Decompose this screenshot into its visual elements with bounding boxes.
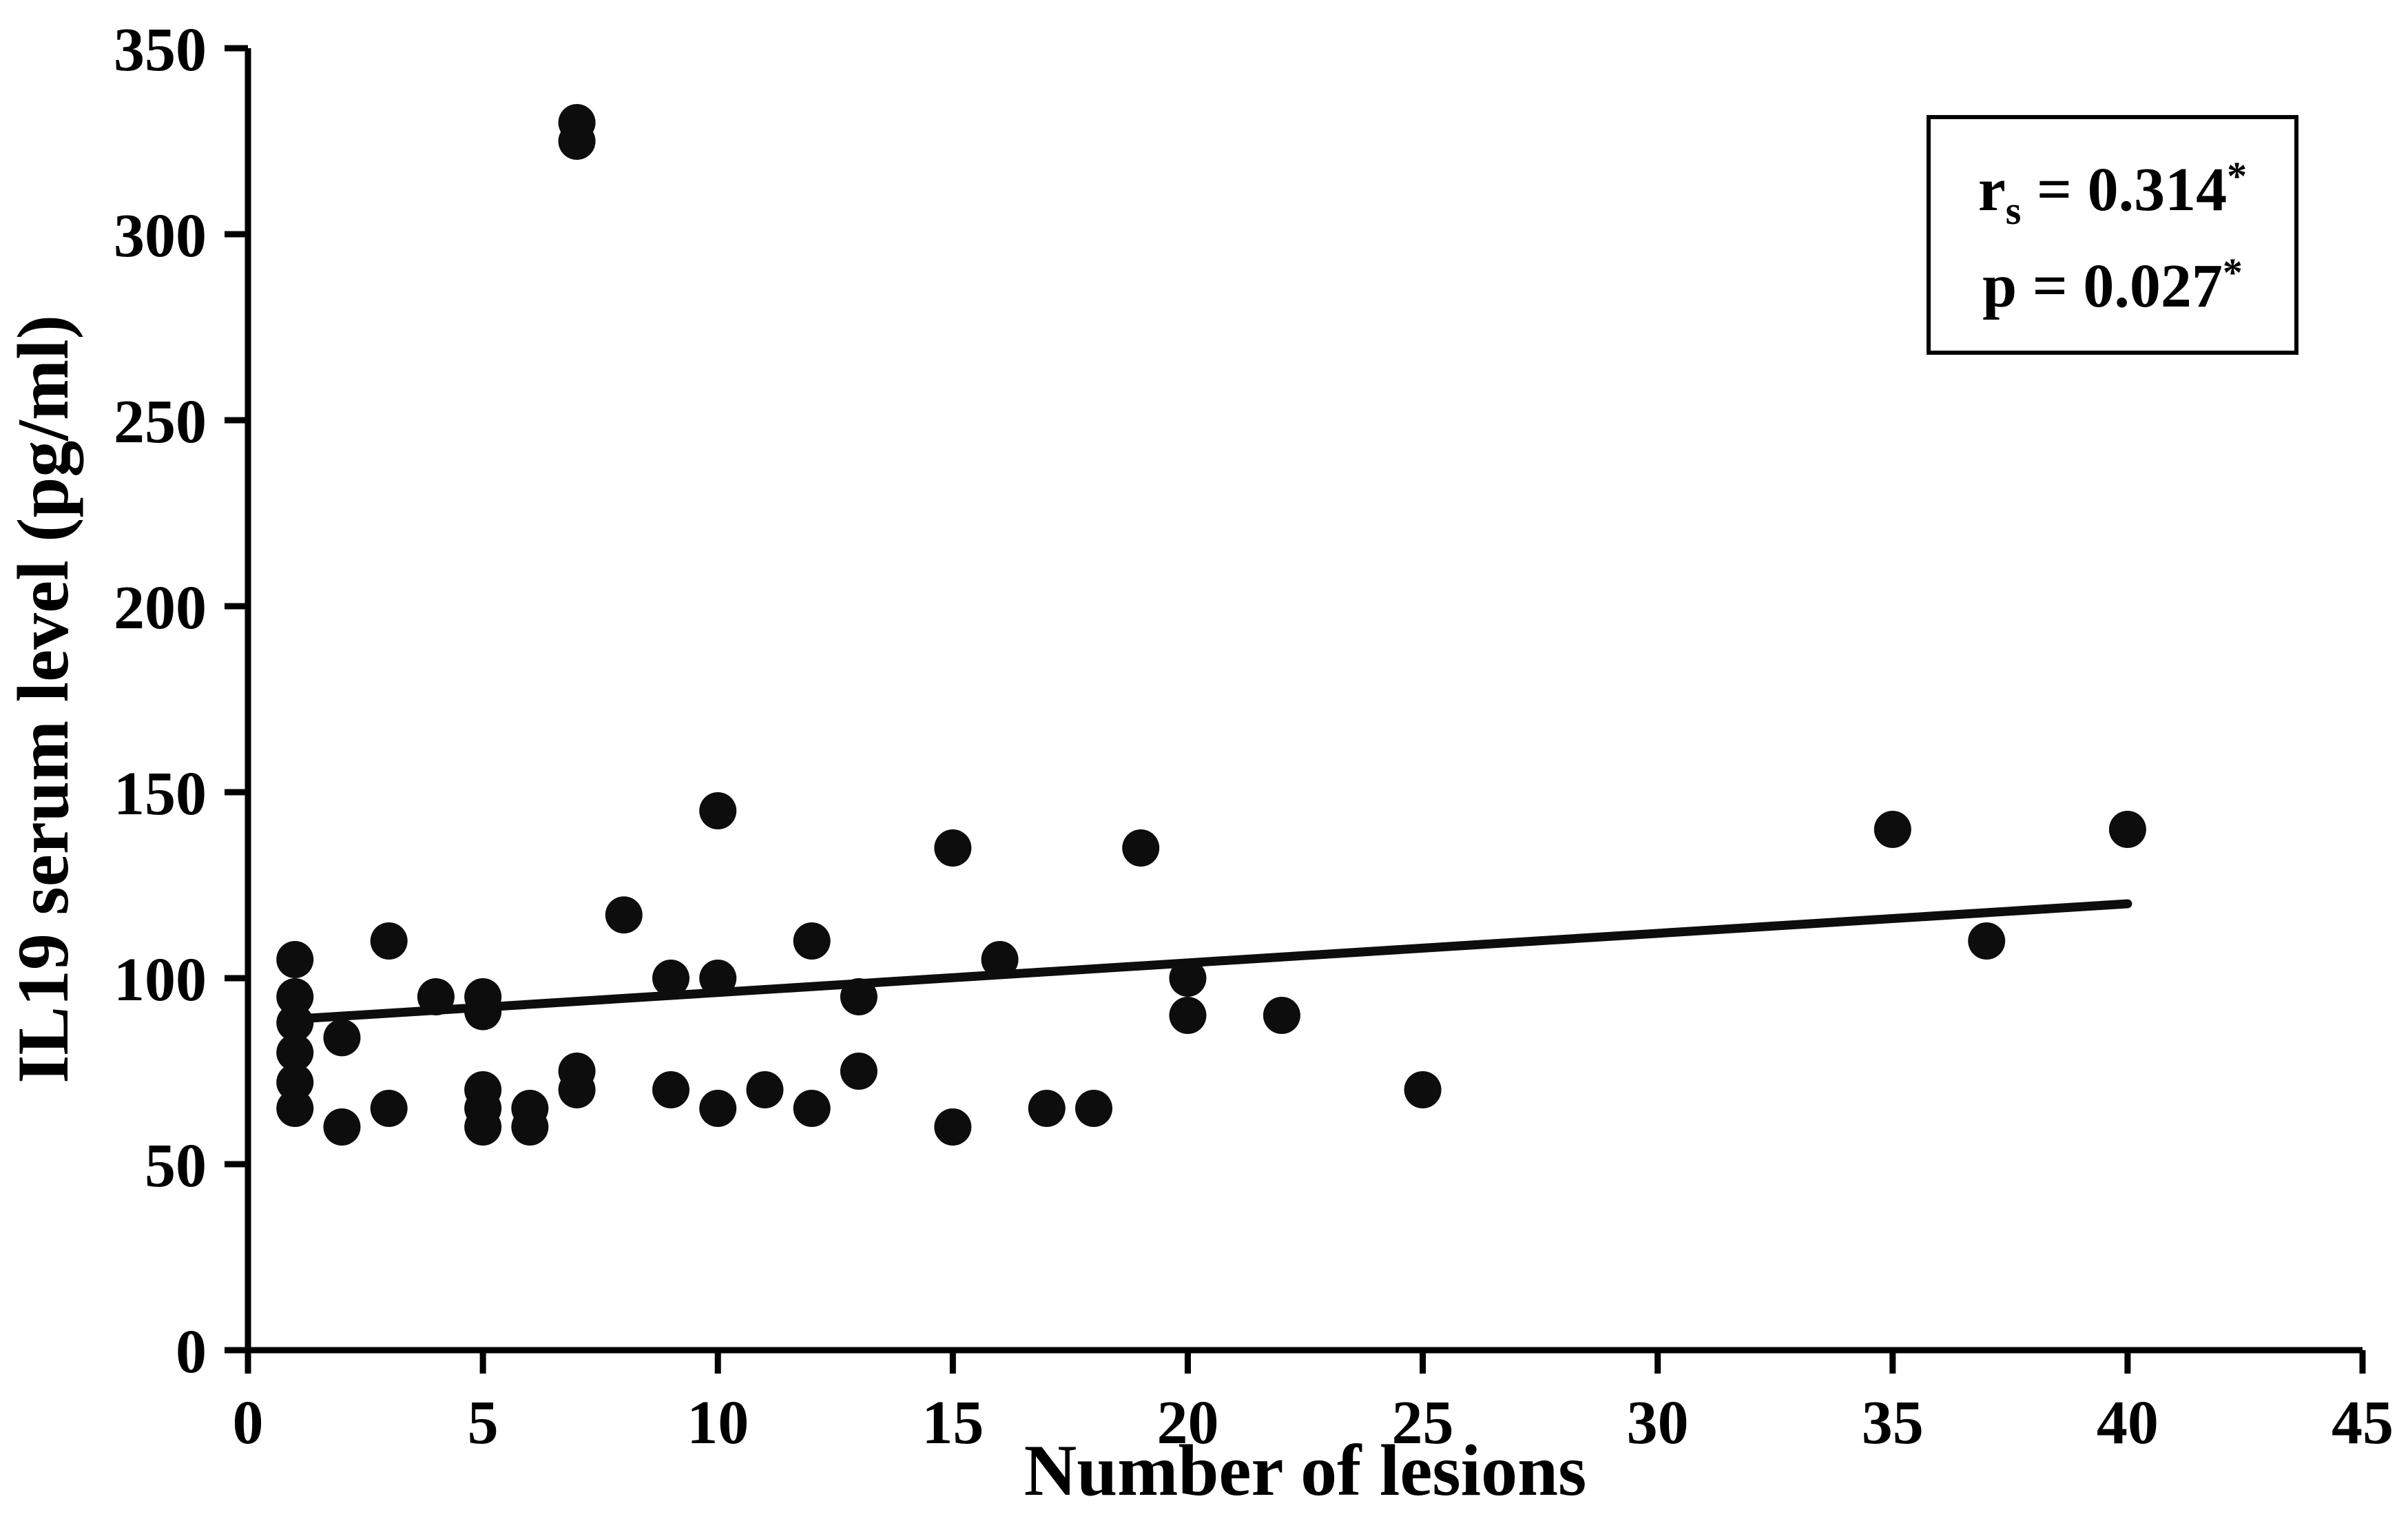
data-point — [699, 960, 737, 997]
x-tick-label: 25 — [1392, 1389, 1454, 1457]
stats-annotation-box — [1927, 115, 2298, 355]
data-point — [276, 1090, 314, 1127]
y-tick-label: 300 — [114, 202, 207, 270]
data-point — [1169, 960, 1207, 997]
data-point — [1263, 997, 1300, 1034]
x-tick-label: 45 — [2332, 1389, 2394, 1457]
x-axis-title: Number of lesions — [1024, 1430, 1587, 1511]
data-point — [276, 978, 314, 1015]
y-axis-title: IL19 serum level (pg/ml) — [3, 315, 83, 1084]
data-point — [276, 1004, 314, 1042]
x-tick-label: 0 — [233, 1389, 264, 1457]
data-point — [323, 1019, 361, 1057]
data-point — [276, 1034, 314, 1071]
stats-line-pvalue: p = 0.027* — [1982, 250, 2243, 320]
data-point — [934, 829, 972, 867]
data-point — [652, 960, 689, 997]
data-point — [1075, 1090, 1112, 1127]
data-point — [793, 1090, 831, 1127]
x-tick-label: 35 — [1862, 1389, 1924, 1457]
x-tick-label: 5 — [468, 1389, 499, 1457]
y-tick-label: 100 — [114, 946, 207, 1014]
data-point — [746, 1071, 784, 1108]
data-point — [1028, 1090, 1066, 1127]
data-point — [558, 1071, 596, 1108]
data-point — [793, 922, 831, 960]
data-point — [464, 1108, 502, 1146]
data-point — [276, 941, 314, 978]
y-tick-label: 350 — [114, 16, 207, 84]
x-tick-label: 40 — [2097, 1389, 2159, 1457]
x-tick-label: 15 — [922, 1389, 984, 1457]
data-point — [417, 978, 455, 1015]
y-tick-label: 250 — [114, 388, 207, 456]
data-point — [511, 1108, 549, 1146]
data-point — [840, 1053, 878, 1090]
x-tick-label: 30 — [1627, 1389, 1689, 1457]
data-point — [1169, 997, 1207, 1034]
data-point — [652, 1071, 689, 1108]
data-point — [370, 922, 408, 960]
x-tick-label: 20 — [1156, 1389, 1218, 1457]
data-point — [934, 1108, 972, 1146]
data-point — [981, 941, 1019, 978]
data-point — [323, 1108, 361, 1146]
y-tick-label: 0 — [176, 1318, 207, 1386]
data-point — [370, 1090, 408, 1127]
y-tick-label: 50 — [145, 1132, 207, 1200]
data-point — [699, 1090, 737, 1127]
stats-line-correlation: rs = 0.314* — [1978, 154, 2247, 233]
data-point — [1122, 829, 1160, 867]
data-point — [558, 123, 596, 160]
x-tick-label: 10 — [687, 1389, 749, 1457]
y-tick-label: 150 — [114, 760, 207, 828]
data-point — [2108, 811, 2146, 848]
data-point — [1404, 1071, 1442, 1108]
data-point — [1874, 811, 1911, 848]
y-tick-label: 200 — [114, 574, 207, 642]
data-point — [464, 993, 502, 1031]
data-point — [1968, 922, 2006, 960]
data-point — [840, 978, 878, 1015]
data-point — [605, 896, 643, 934]
data-point — [276, 1064, 314, 1101]
data-point — [699, 792, 737, 829]
trend-line — [290, 899, 2132, 1024]
